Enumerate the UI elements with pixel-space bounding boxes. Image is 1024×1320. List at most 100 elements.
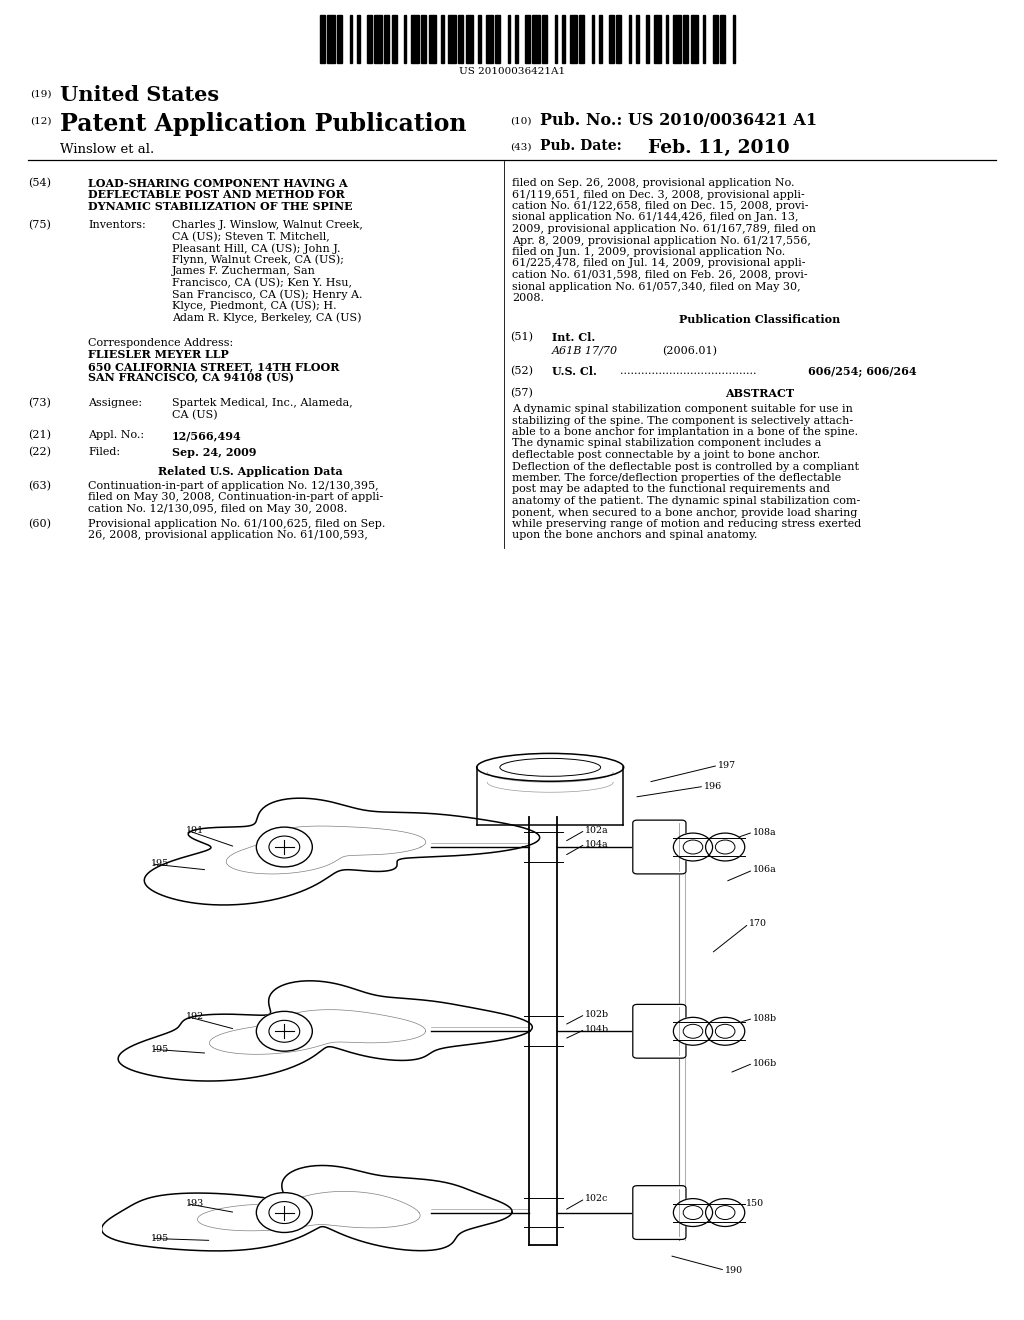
Bar — [384, 15, 389, 63]
Bar — [478, 15, 480, 63]
Text: 191: 191 — [186, 825, 205, 834]
Text: anatomy of the patient. The dynamic spinal stabilization com-: anatomy of the patient. The dynamic spin… — [512, 496, 860, 506]
Text: (60): (60) — [28, 519, 51, 529]
Text: member. The force/deflection properties of the deflectable: member. The force/deflection properties … — [512, 473, 842, 483]
Bar — [532, 15, 540, 63]
Text: Charles J. Winslow, Walnut Creek,: Charles J. Winslow, Walnut Creek, — [172, 220, 362, 230]
Text: upon the bone anchors and spinal anatomy.: upon the bone anchors and spinal anatomy… — [512, 531, 758, 540]
Bar — [543, 15, 547, 63]
Text: Apr. 8, 2009, provisional application No. 61/217,556,: Apr. 8, 2009, provisional application No… — [512, 235, 811, 246]
Text: stabilizing of the spine. The component is selectively attach-: stabilizing of the spine. The component … — [512, 416, 853, 425]
Text: 193: 193 — [186, 1199, 205, 1208]
Bar — [690, 15, 698, 63]
Circle shape — [269, 1020, 300, 1043]
Bar — [466, 15, 473, 63]
Bar — [683, 15, 688, 63]
Text: (12): (12) — [30, 117, 51, 125]
Text: sional application No. 61/144,426, filed on Jan. 13,: sional application No. 61/144,426, filed… — [512, 213, 799, 223]
Text: Pub. Date:: Pub. Date: — [540, 139, 622, 153]
Text: 650 CALIFORNIA STREET, 14TH FLOOR: 650 CALIFORNIA STREET, 14TH FLOOR — [88, 360, 339, 372]
Text: 61/225,478, filed on Jul. 14, 2009, provisional appli-: 61/225,478, filed on Jul. 14, 2009, prov… — [512, 259, 806, 268]
Bar — [616, 15, 622, 63]
Text: Adam R. Klyce, Berkeley, CA (US): Adam R. Klyce, Berkeley, CA (US) — [172, 312, 361, 322]
Circle shape — [716, 1024, 735, 1039]
Text: (54): (54) — [28, 178, 51, 189]
Text: .......................................: ....................................... — [620, 366, 757, 376]
Text: 108b: 108b — [753, 1014, 777, 1023]
Text: (57): (57) — [510, 388, 532, 399]
Text: (73): (73) — [28, 399, 51, 408]
Circle shape — [269, 1201, 300, 1224]
Text: able to a bone anchor for implantation in a bone of the spine.: able to a bone anchor for implantation i… — [512, 426, 858, 437]
Text: CA (US): CA (US) — [172, 409, 218, 420]
Text: (19): (19) — [30, 90, 51, 99]
Bar — [562, 15, 564, 63]
Bar — [515, 15, 518, 63]
Polygon shape — [674, 1022, 744, 1040]
Text: deflectable post connectable by a joint to bone anchor.: deflectable post connectable by a joint … — [512, 450, 820, 459]
Text: DYNAMIC STABILIZATION OF THE SPINE: DYNAMIC STABILIZATION OF THE SPINE — [88, 201, 352, 213]
Text: Klyce, Piedmont, CA (US); H.: Klyce, Piedmont, CA (US); H. — [172, 301, 337, 312]
Bar — [629, 15, 631, 63]
Circle shape — [716, 1205, 735, 1220]
Bar — [441, 15, 443, 63]
Text: A dynamic spinal stabilization component suitable for use in: A dynamic spinal stabilization component… — [512, 404, 853, 414]
Text: 192: 192 — [186, 1012, 205, 1020]
Text: while preserving range of motion and reducing stress exerted: while preserving range of motion and red… — [512, 519, 861, 529]
Text: 102a: 102a — [586, 825, 609, 834]
Text: filed on Sep. 26, 2008, provisional application No.: filed on Sep. 26, 2008, provisional appl… — [512, 178, 795, 187]
Bar — [609, 15, 614, 63]
Text: 104a: 104a — [586, 840, 609, 849]
Text: 102b: 102b — [586, 1010, 609, 1019]
Text: FLIESLER MEYER LLP: FLIESLER MEYER LLP — [88, 350, 228, 360]
Bar — [646, 15, 648, 63]
Text: (22): (22) — [28, 447, 51, 457]
FancyBboxPatch shape — [633, 1005, 686, 1059]
Text: post may be adapted to the functional requirements and: post may be adapted to the functional re… — [512, 484, 830, 495]
Bar — [653, 15, 660, 63]
Text: Continuation-in-part of application No. 12/130,395,: Continuation-in-part of application No. … — [88, 480, 379, 491]
Text: Patent Application Publication: Patent Application Publication — [60, 112, 467, 136]
Bar — [525, 15, 530, 63]
Text: 150: 150 — [746, 1199, 764, 1208]
Text: 2009, provisional application No. 61/167,789, filed on: 2009, provisional application No. 61/167… — [512, 224, 816, 234]
Bar — [421, 15, 426, 63]
Bar — [337, 15, 342, 63]
Polygon shape — [101, 1166, 512, 1251]
Text: Spartek Medical, Inc., Alameda,: Spartek Medical, Inc., Alameda, — [172, 399, 352, 408]
Text: Appl. No.:: Appl. No.: — [88, 430, 144, 440]
Bar — [367, 15, 372, 63]
Text: (51): (51) — [510, 333, 534, 342]
Circle shape — [674, 1199, 713, 1226]
Bar — [328, 15, 335, 63]
Text: Related U.S. Application Data: Related U.S. Application Data — [158, 466, 342, 477]
Text: Inventors:: Inventors: — [88, 220, 145, 230]
Text: cation No. 12/130,095, filed on May 30, 2008.: cation No. 12/130,095, filed on May 30, … — [88, 504, 347, 513]
Bar — [555, 15, 557, 63]
Circle shape — [683, 840, 702, 854]
Bar — [375, 15, 382, 63]
Text: Pleasant Hill, CA (US); John J.: Pleasant Hill, CA (US); John J. — [172, 243, 341, 253]
Text: filed on Jun. 1, 2009, provisional application No.: filed on Jun. 1, 2009, provisional appli… — [512, 247, 785, 257]
Text: Correspondence Address:: Correspondence Address: — [88, 338, 233, 348]
Bar — [666, 15, 669, 63]
Text: ABSTRACT: ABSTRACT — [725, 388, 795, 399]
Bar — [349, 15, 352, 63]
Text: A61B 17/70: A61B 17/70 — [552, 346, 618, 355]
Text: 197: 197 — [718, 760, 736, 770]
Text: Pub. No.: US 2010/0036421 A1: Pub. No.: US 2010/0036421 A1 — [540, 112, 817, 129]
Text: 195: 195 — [152, 1234, 170, 1243]
Polygon shape — [118, 981, 532, 1081]
Text: ponent, when secured to a bone anchor, provide load sharing: ponent, when secured to a bone anchor, p… — [512, 507, 857, 517]
Text: 195: 195 — [152, 1044, 170, 1053]
Bar — [702, 15, 706, 63]
Text: Winslow et al.: Winslow et al. — [60, 143, 155, 156]
Text: Feb. 11, 2010: Feb. 11, 2010 — [648, 139, 790, 157]
Text: (10): (10) — [510, 117, 531, 125]
Circle shape — [256, 1011, 312, 1051]
Text: 26, 2008, provisional application No. 61/100,593,: 26, 2008, provisional application No. 61… — [88, 531, 368, 540]
Bar — [404, 15, 407, 63]
Text: James F. Zucherman, San: James F. Zucherman, San — [172, 267, 315, 276]
Text: 102c: 102c — [586, 1195, 608, 1203]
Circle shape — [706, 1018, 744, 1045]
